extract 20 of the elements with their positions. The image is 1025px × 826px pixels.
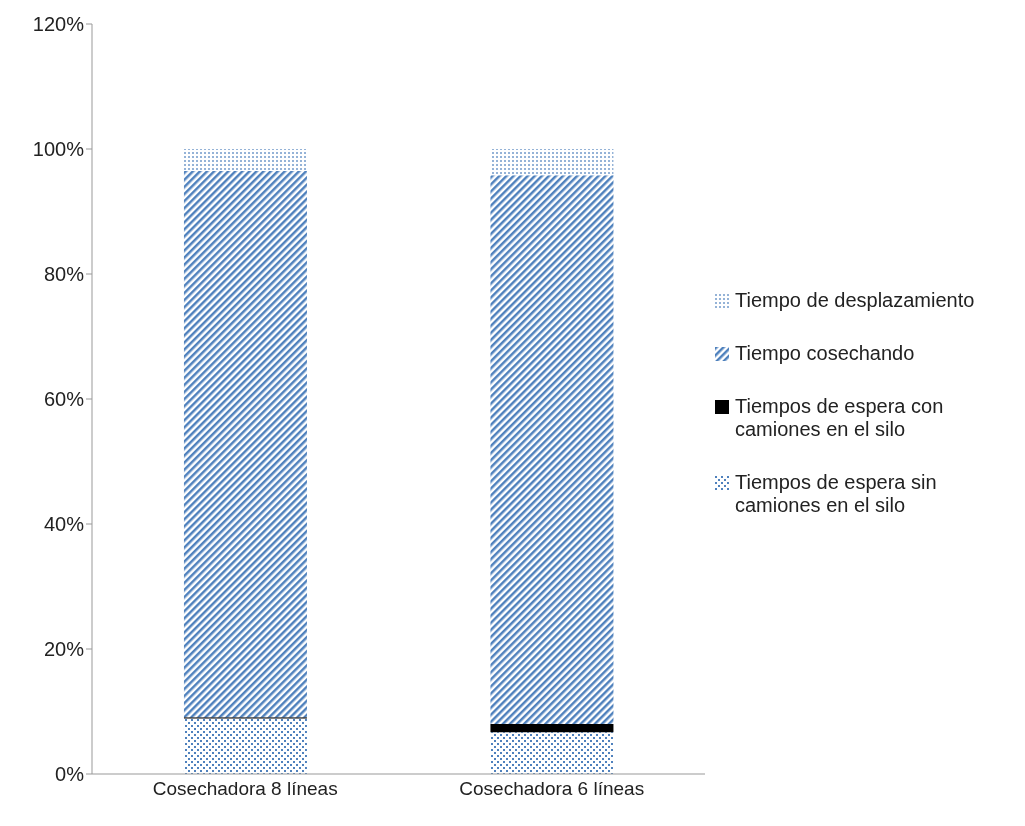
- y-tick-label: 100%: [32, 138, 85, 161]
- legend-label: Tiempos de espera sin camiones en el silo: [735, 471, 938, 517]
- bar: [490, 732, 614, 774]
- legend-label: Tiempos de espera con camiones en el silo: [735, 395, 945, 441]
- bar: [183, 718, 307, 774]
- x-tick-label: Cosechadora 8 líneas: [152, 778, 338, 800]
- x-tick-label: Cosechadora 6 líneas: [459, 778, 645, 800]
- y-tick-label: 40%: [43, 513, 85, 536]
- legend-label: Tiempo de desplazamiento: [735, 289, 975, 312]
- bar: [183, 149, 307, 171]
- bar: [490, 149, 614, 176]
- y-tick-label: 80%: [43, 263, 85, 286]
- bar: [490, 724, 614, 733]
- y-tick-label: 20%: [43, 638, 85, 661]
- y-tick-label: 120%: [32, 13, 85, 36]
- y-tick-label: 0%: [55, 763, 85, 786]
- y-tick-label: 60%: [43, 388, 85, 411]
- legend-label: Tiempo cosechando: [735, 342, 915, 365]
- bar: [183, 170, 307, 718]
- bar: [490, 175, 614, 724]
